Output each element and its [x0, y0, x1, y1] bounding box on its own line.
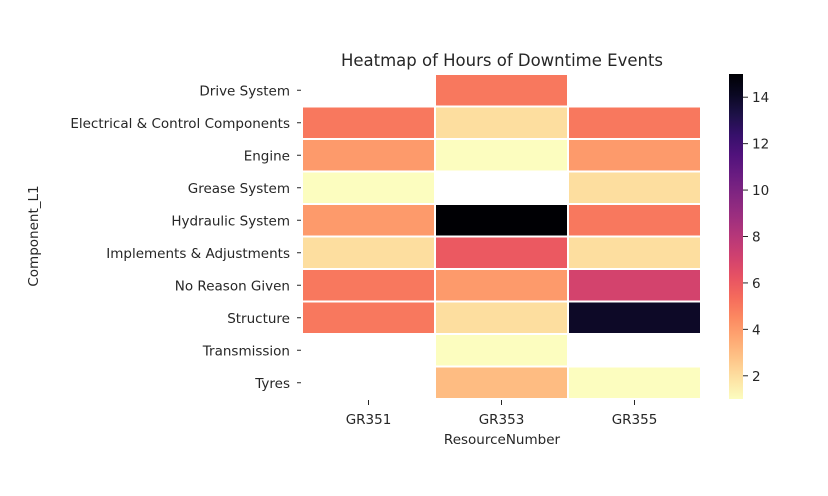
chart-title: Heatmap of Hours of Downtime Events [341, 51, 663, 70]
colorbar-ticks: 2 4 6 8 10 12 14 [743, 90, 769, 385]
colorbar-tick-label: 2 [752, 369, 761, 385]
heatmap-cell [301, 235, 436, 270]
y-tick-label: No Reason Given [175, 278, 290, 294]
heatmap-cell [301, 203, 436, 238]
colorbar-tick-label: 6 [752, 276, 761, 292]
y-tick-label: Transmission [202, 343, 290, 359]
x-tick-label: GR351 [346, 412, 392, 428]
heatmap-cell [567, 365, 702, 400]
heatmap-cell [434, 300, 569, 335]
heatmap-cell [567, 170, 702, 205]
heatmap-cell [434, 73, 569, 108]
x-axis-label: ResourceNumber [444, 432, 561, 448]
heatmap-cells [301, 73, 702, 400]
x-tick-label: GR353 [479, 412, 525, 428]
heatmap-cell [567, 235, 702, 270]
heatmap-cell [434, 268, 569, 303]
heatmap-cell [567, 300, 702, 335]
heatmap-cell [434, 365, 569, 400]
x-tick-label: GR355 [612, 412, 658, 428]
heatmap-cell [567, 203, 702, 238]
y-tick-label: Hydraulic System [171, 213, 290, 229]
colorbar-tick-label: 12 [752, 137, 769, 153]
y-tick-label: Drive System [199, 83, 290, 99]
heatmap-cell [301, 170, 436, 205]
heatmap-cell [434, 138, 569, 173]
heatmap-cell [434, 203, 569, 238]
y-tick-label: Electrical & Control Components [70, 116, 290, 132]
x-axis-ticks: GR351 GR353 GR355 [346, 400, 658, 428]
heatmap-cell [301, 300, 436, 335]
colorbar-tick-label: 8 [752, 230, 761, 246]
y-tick-label: Grease System [188, 181, 290, 197]
heatmap-cell [301, 138, 436, 173]
colorbar [729, 74, 743, 399]
y-tick-label: Tyres [254, 376, 290, 392]
heatmap-cell [567, 268, 702, 303]
heatmap-cell [434, 333, 569, 368]
y-axis-ticks: Drive System Electrical & Control Compone… [70, 83, 301, 392]
colorbar-tick-label: 14 [752, 90, 769, 106]
heatmap-cell [301, 105, 436, 140]
y-tick-label: Engine [244, 148, 290, 164]
heatmap-cell [301, 268, 436, 303]
colorbar-tick-label: 10 [752, 183, 769, 199]
heatmap-cell [434, 235, 569, 270]
y-tick-label: Structure [227, 311, 290, 327]
heatmap-cell [567, 105, 702, 140]
heatmap-cell [567, 138, 702, 173]
heatmap-cell [434, 105, 569, 140]
y-tick-label: Implements & Adjustments [106, 246, 290, 262]
colorbar-tick-label: 4 [752, 322, 761, 338]
y-axis-label: Component_L1 [26, 185, 42, 286]
